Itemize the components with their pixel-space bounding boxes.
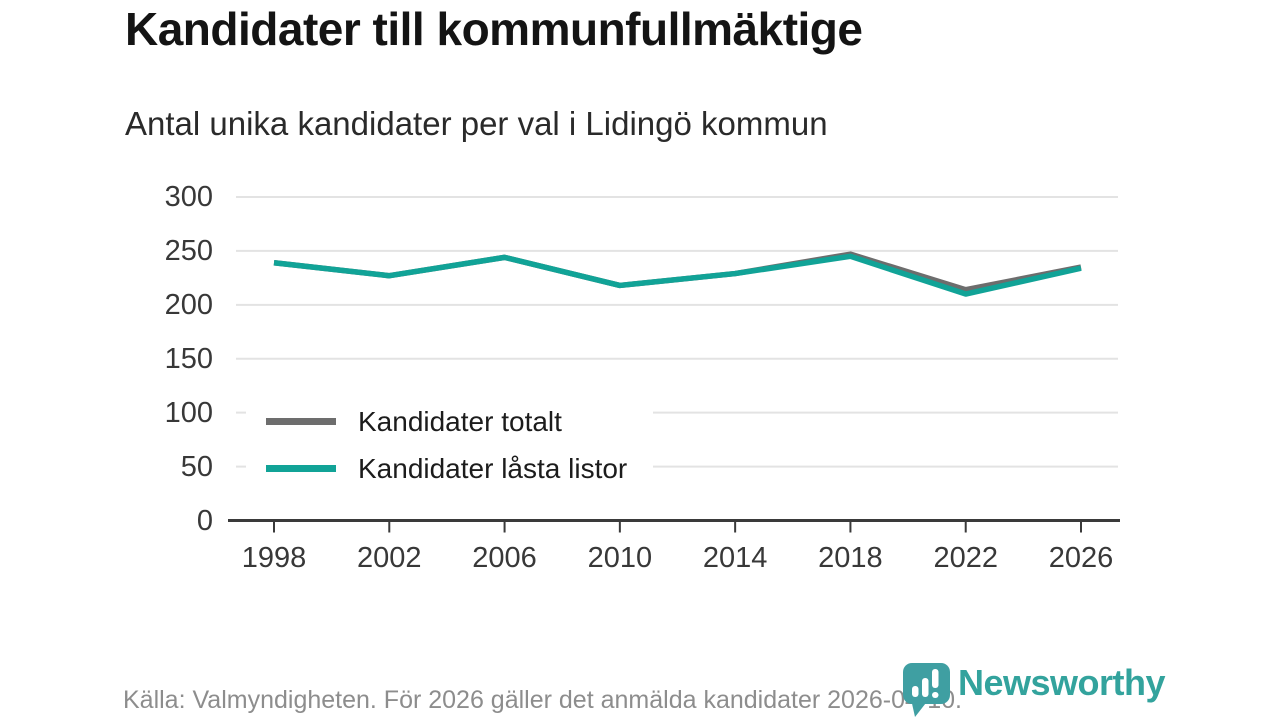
chart-subtitle: Antal unika kandidater per val i Lidingö… [125,105,828,142]
brand-logo: Newsworthy [901,661,1166,719]
x-axis-tick-label: 1998 [241,542,307,574]
brand-wordmark: Newsworthy [958,662,1166,703]
chart-legend: Kandidater totalt Kandidater låsta listo… [246,392,654,498]
x-axis-tick-label: 2006 [472,542,537,574]
legend-label: Kandidater låsta listor [358,452,628,484]
legend-label: Kandidater totalt [358,405,562,437]
y-axis-tick-label: 100 [164,396,213,429]
legend-item-locked-lists: Kandidater låsta listor [266,445,627,492]
y-axis-tick-label: 300 [164,181,213,213]
legend-item-total: Kandidater totalt [266,398,627,445]
chart-title: Kandidater till kommunfullmäktige [125,3,863,55]
x-axis-tick-label: 2010 [587,542,653,574]
series-line-0 [273,251,1082,293]
y-axis-tick-label: 0 [196,504,213,537]
y-axis-tick-label: 200 [164,288,213,321]
legend-swatch-gray-line [266,418,336,425]
x-axis-tick-label: 2018 [818,542,883,574]
x-axis-tick-label: 2026 [1048,542,1114,574]
series-line-1 [273,253,1082,297]
x-axis-tick-label: 2022 [933,542,998,574]
y-axis-tick-label: 50 [180,450,213,483]
legend-swatch-teal-line [266,465,336,472]
y-axis-tick-label: 250 [164,234,213,267]
x-axis-tick-label: 2002 [357,542,422,574]
y-axis-tick-label: 150 [164,342,213,375]
source-note: Källa: Valmyndigheten. För 2026 gäller d… [123,686,962,714]
x-axis-tick-label: 2014 [702,542,768,574]
newsworthy-bubble-chart-icon [903,663,950,717]
